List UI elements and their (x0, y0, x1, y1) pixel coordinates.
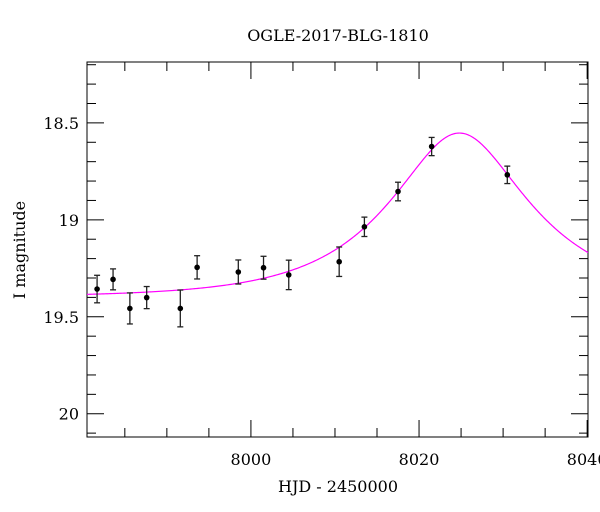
data-points (94, 136, 511, 328)
x-tick-label: 8000 (231, 450, 272, 469)
y-tick-label: 19 (59, 211, 79, 230)
x-axis-label: HJD - 2450000 (278, 477, 398, 496)
model-line (86, 132, 589, 295)
data-point (177, 289, 184, 328)
data-marker (428, 143, 435, 150)
data-point (126, 292, 133, 325)
data-marker (177, 305, 184, 312)
data-marker (94, 286, 100, 292)
y-tick-label: 20 (59, 405, 79, 424)
y-axis-label: I magnitude (10, 201, 29, 299)
data-point (235, 259, 242, 285)
model-curve (86, 132, 589, 295)
data-marker (361, 224, 368, 230)
data-marker (336, 258, 342, 265)
data-point (361, 216, 368, 238)
data-marker (504, 172, 511, 178)
data-marker (194, 264, 200, 271)
data-point (504, 165, 511, 185)
data-point (194, 255, 201, 280)
x-tick-label: 8020 (399, 450, 440, 469)
y-tick-label: 19.5 (43, 308, 79, 327)
y-tick-label: 18.5 (43, 114, 79, 133)
axes: 8000 8020 8040 18.5 19 19.5 20 (43, 61, 600, 469)
data-point (94, 274, 101, 304)
data-marker (127, 305, 133, 312)
data-marker (285, 272, 292, 278)
data-point (336, 246, 343, 278)
data-point (395, 181, 402, 202)
data-point (143, 285, 150, 310)
data-marker (260, 264, 267, 271)
data-point (285, 259, 292, 291)
data-point (428, 136, 435, 157)
data-marker (143, 294, 150, 301)
data-marker (395, 188, 401, 195)
data-point (260, 255, 267, 280)
data-marker (235, 269, 242, 275)
chart-title: OGLE-2017-BLG-1810 (247, 26, 429, 45)
x-tick-label: 8040 (567, 450, 600, 469)
data-point (110, 268, 117, 291)
data-marker (110, 276, 116, 283)
plot-frame (86, 61, 589, 438)
